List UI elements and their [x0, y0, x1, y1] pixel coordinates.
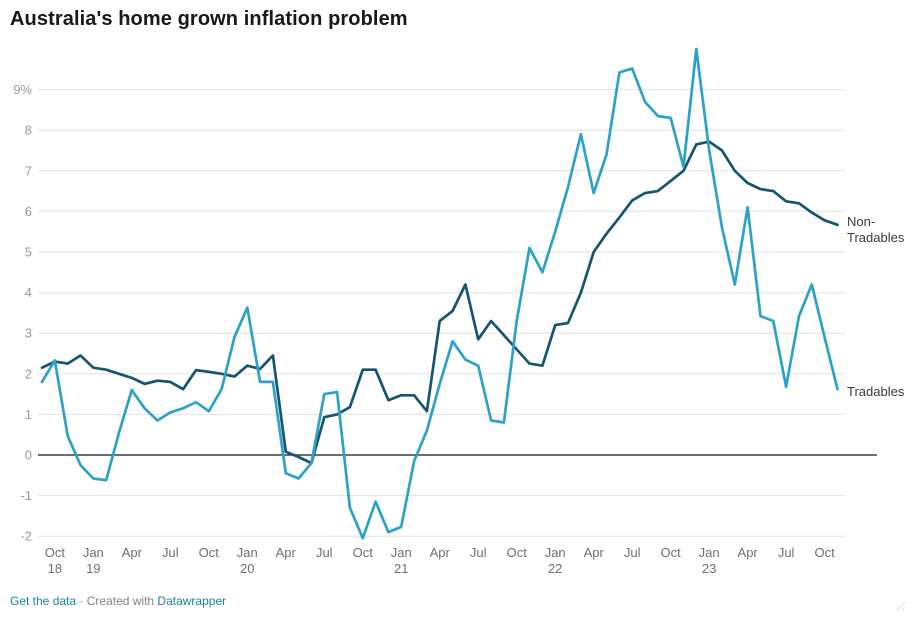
footer-created-with: Created with	[86, 594, 158, 608]
page-title: Australia's home grown inflation problem	[10, 8, 408, 30]
x-axis-tick-month: Jul	[624, 545, 641, 560]
chart-footer: Get the data · Created with Datawrapper	[10, 594, 226, 608]
tradables-line-label: Tradables	[847, 384, 905, 399]
x-axis-tick-month: Apr	[276, 545, 297, 560]
x-axis-tick-year: 18	[48, 561, 62, 576]
x-axis-tick-month: Jul	[778, 545, 795, 560]
non-tradables-line-label: Non- Tradables	[847, 214, 905, 245]
footer-separator: ·	[76, 594, 87, 608]
x-axis-tick-month: Apr	[430, 545, 451, 560]
get-the-data-link[interactable]: Get the data	[10, 594, 77, 608]
non-tradables-line	[40, 140, 839, 465]
y-axis-tick-label: 9%	[13, 82, 32, 97]
y-axis-tick-label: 0	[25, 448, 32, 463]
x-axis-tick-month: Jan	[237, 545, 258, 560]
x-axis-tick-month: Oct	[199, 545, 220, 560]
resize-handle-icon[interactable]	[895, 600, 906, 611]
x-axis-tick-year: 21	[394, 561, 408, 576]
y-axis-tick-label: 4	[25, 285, 32, 300]
x-axis-tick-month: Jan	[545, 545, 566, 560]
y-axis-tick-label: 8	[25, 123, 32, 138]
x-axis-tick-month: Jul	[470, 545, 487, 560]
x-axis-tick-month: Oct	[45, 545, 66, 560]
x-axis-tick-month: Oct	[353, 545, 374, 560]
x-axis-tick-year: 22	[548, 561, 562, 576]
y-axis-tick-label: 6	[25, 204, 32, 219]
tradables-line	[40, 47, 839, 540]
x-axis-tick-month: Oct	[661, 545, 682, 560]
datawrapper-link[interactable]: Datawrapper	[157, 594, 227, 608]
x-axis-tick-month: Jul	[316, 545, 333, 560]
y-axis-tick-label: 1	[25, 407, 32, 422]
y-axis-tick-label: 3	[25, 326, 32, 341]
x-axis-tick-year: 20	[240, 561, 254, 576]
x-axis-tick-month: Oct	[507, 545, 528, 560]
x-axis-tick-month: Jul	[162, 545, 179, 560]
x-axis-tick-year: 23	[702, 561, 716, 576]
x-axis-tick-month: Apr	[122, 545, 143, 560]
x-axis-tick-month: Apr	[738, 545, 759, 560]
x-axis-tick-month: Apr	[584, 545, 605, 560]
y-axis-tick-label: -2	[20, 529, 32, 544]
x-axis-tick-year: 19	[86, 561, 100, 576]
y-axis-tick-label: 2	[25, 366, 32, 381]
x-axis-tick-month: Jan	[699, 545, 720, 560]
y-axis-tick-label: 5	[25, 245, 32, 260]
x-axis-tick-month: Jan	[83, 545, 104, 560]
x-axis-tick-month: Oct	[815, 545, 836, 560]
y-axis-tick-label: -1	[20, 488, 32, 503]
x-axis-tick-month: Jan	[391, 545, 412, 560]
y-axis-tick-label: 7	[25, 163, 32, 178]
